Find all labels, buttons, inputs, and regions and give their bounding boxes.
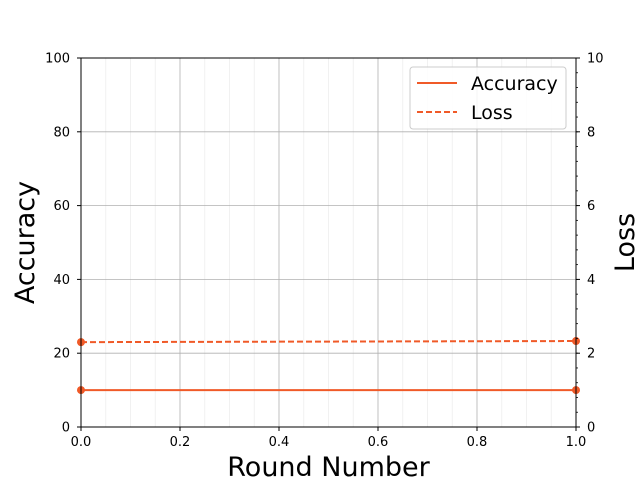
- y2-tick-label: 2: [587, 347, 595, 362]
- y-tick-label: 0: [62, 421, 70, 436]
- y-tick-label: 40: [53, 273, 70, 288]
- plot-frame: [80, 57, 577, 428]
- series-layer: [77, 337, 580, 395]
- x-tick-label: 0.0: [71, 435, 92, 450]
- y2-axis-title: Loss: [610, 213, 640, 272]
- y2-tick-label: 10: [587, 52, 604, 67]
- x-axis-ticks: 0.0 0.2 0.4 0.6 0.8 1.0: [71, 427, 587, 450]
- y2-tick-label: 6: [587, 199, 595, 214]
- loss-line: [80, 340, 577, 344]
- y-tick-label: 20: [53, 347, 70, 362]
- y-tick-label: 80: [53, 125, 70, 140]
- y2-tick-label: 4: [587, 273, 595, 288]
- y2-tick-label: 8: [587, 125, 595, 140]
- x-tick-label: 1.0: [566, 435, 587, 450]
- legend-label-loss: Loss: [471, 102, 513, 124]
- y-tick-label: 100: [45, 52, 70, 67]
- y2-axis-ticks: 0 2 4 6 8 10: [576, 52, 604, 436]
- x-tick-label: 0.2: [170, 435, 191, 450]
- legend-label-accuracy: Accuracy: [471, 73, 558, 95]
- y-axis-title: Accuracy: [10, 181, 41, 304]
- x-tick-label: 0.6: [368, 435, 389, 450]
- y-tick-label: 60: [53, 199, 70, 214]
- y-axis-ticks: 0 20 40 60 80 100: [45, 52, 81, 436]
- x-tick-label: 0.4: [269, 435, 290, 450]
- legend: Accuracy Loss: [409, 66, 567, 130]
- x-tick-label: 0.8: [467, 435, 488, 450]
- y2-tick-label: 0: [587, 421, 595, 436]
- x-axis-title: Round Number: [227, 452, 430, 480]
